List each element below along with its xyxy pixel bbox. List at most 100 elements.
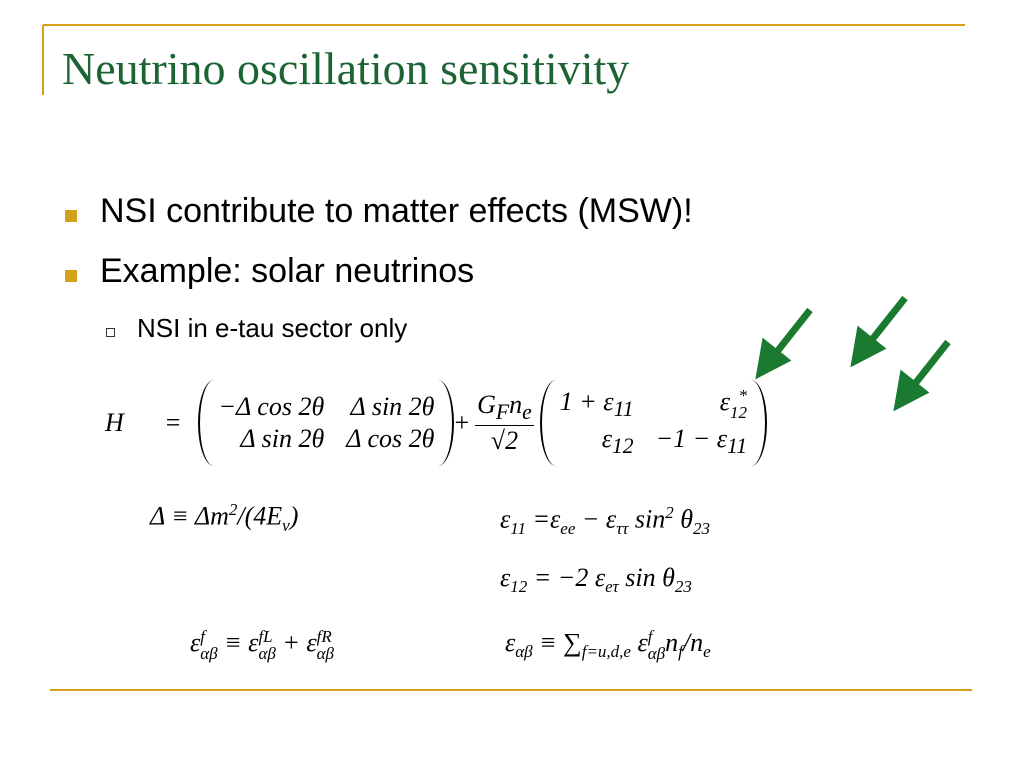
title: Neutrino oscillation sensitivity	[62, 43, 630, 94]
math-text: /(4E	[237, 501, 283, 531]
math-text: −1 − ε	[655, 424, 727, 453]
superscript: fL	[258, 627, 273, 647]
fraction: GFne √2	[475, 390, 534, 456]
subscript: αβ	[647, 644, 666, 664]
math-text: + ε	[275, 628, 317, 657]
matrix-cell: Δ cos 2θ	[346, 424, 434, 454]
numerator: GFne	[475, 389, 534, 427]
formula: Δ ≡ Δm2/(4Eν)	[150, 500, 298, 536]
superscript: f	[647, 627, 653, 647]
subscript: 11	[510, 518, 526, 538]
math-text: /n	[682, 628, 704, 657]
formula: ε12 = −2 εeτ sin θ23	[500, 563, 692, 597]
denominator: √2	[491, 426, 518, 456]
paren	[751, 380, 768, 466]
math-text: 1 + ε	[559, 386, 614, 416]
math-text: = −2 ε	[527, 563, 606, 592]
math-text: ε	[190, 628, 201, 657]
matrix-cell: −1 − ε11	[656, 424, 747, 459]
math-text: θ	[673, 504, 693, 534]
arrow-head	[850, 325, 887, 368]
superscript: fR	[316, 627, 332, 647]
subscript: 11	[613, 397, 634, 421]
math-text: ε	[630, 628, 648, 657]
subscript: ν	[282, 515, 290, 535]
subscript: αβ	[515, 642, 533, 662]
arrows	[755, 295, 951, 412]
math-text: Δ sin 2θ	[350, 392, 435, 421]
paren	[438, 380, 455, 466]
math-text: ≡ ε	[217, 628, 259, 657]
math-text: Δ ≡ Δm	[150, 501, 229, 531]
subscript: e	[703, 642, 711, 662]
sup-sub: * 12	[730, 387, 747, 421]
math-text: Δ cos 2θ	[346, 424, 435, 453]
arrow	[769, 307, 813, 361]
matrix-cell: ε12	[560, 424, 634, 459]
subscript: αβ	[316, 644, 335, 664]
subscript: 23	[674, 577, 692, 597]
subscript: F	[495, 400, 510, 425]
math-text: √2	[490, 426, 519, 456]
subscript: αβ	[200, 644, 218, 664]
subscript: f	[678, 642, 683, 662]
matrix: 1 + ε11 ε * 12 ε12 −1 − ε11	[560, 387, 747, 459]
matrix-equation: H = −Δ cos 2θ Δ sin 2θ Δ sin 2θ Δ cos 2θ + …	[105, 380, 768, 466]
subscript: f=u,d,e	[581, 642, 631, 662]
subscript: 11	[726, 434, 748, 459]
math-text: ε	[505, 628, 516, 657]
arrow	[907, 339, 951, 393]
subscript: 12	[730, 402, 748, 422]
math-text: Δ sin 2θ	[240, 424, 325, 453]
math-text: sin	[628, 504, 666, 534]
math-text: )	[289, 501, 299, 531]
sup-sub: fR αβ	[317, 628, 334, 662]
equals: =	[165, 408, 181, 437]
math-text: −Δ cos 2θ	[218, 392, 325, 421]
bullet: Example: solar neutrinos	[100, 252, 475, 290]
bullet-marker	[65, 270, 77, 282]
matrix-cell: Δ sin 2θ	[346, 392, 435, 422]
math-text: G	[477, 389, 496, 419]
arrow	[864, 295, 908, 349]
sup-sub: f αβ	[648, 628, 665, 662]
math-text: − ε	[575, 504, 617, 534]
formula: ε f αβ ≡ ε fL αβ + ε fR αβ	[190, 628, 334, 662]
math-text: ε	[719, 386, 731, 416]
subscript: 23	[692, 518, 710, 538]
lhs: H	[105, 408, 124, 437]
subscript: ττ	[616, 518, 629, 538]
math-text: ε	[601, 424, 612, 453]
subscript: e	[522, 400, 532, 425]
subscript: 12	[510, 577, 528, 597]
math-text: ε	[500, 563, 511, 592]
paren	[198, 380, 214, 466]
sup-sub: fL αβ	[258, 628, 275, 662]
paren	[539, 380, 556, 466]
matrix-cell: ε * 12	[656, 387, 747, 422]
sup-sub: f αβ	[200, 628, 217, 662]
formula: ε11 =εee − εττ sin2 θ23	[500, 503, 710, 539]
math-text: n	[665, 628, 679, 657]
math-text: ≡ ∑	[532, 628, 582, 657]
arrow-head	[893, 369, 930, 412]
bullet-marker	[65, 210, 77, 222]
plus: +	[454, 408, 470, 437]
matrix-cell: Δ sin 2θ	[218, 424, 324, 454]
subscript: αβ	[258, 644, 276, 664]
superscript: f	[200, 627, 205, 647]
subscript: eτ	[605, 577, 619, 597]
matrix: −Δ cos 2θ Δ sin 2θ Δ sin 2θ Δ cos 2θ	[218, 392, 434, 454]
math-text: n	[509, 389, 523, 419]
math-text: sin θ	[618, 563, 675, 592]
matrix-cell: 1 + ε11	[560, 387, 634, 422]
formula: εαβ ≡ ∑f=u,d,e ε f αβ nf/ne	[505, 628, 711, 662]
math-text: =ε	[526, 504, 561, 534]
superscript: 2	[665, 503, 674, 522]
bullet: NSI contribute to matter effects (MSW)!	[100, 192, 693, 230]
superscript: 2	[228, 500, 238, 519]
matrix-cell: −Δ cos 2θ	[218, 392, 324, 422]
subscript: ee	[560, 518, 576, 538]
